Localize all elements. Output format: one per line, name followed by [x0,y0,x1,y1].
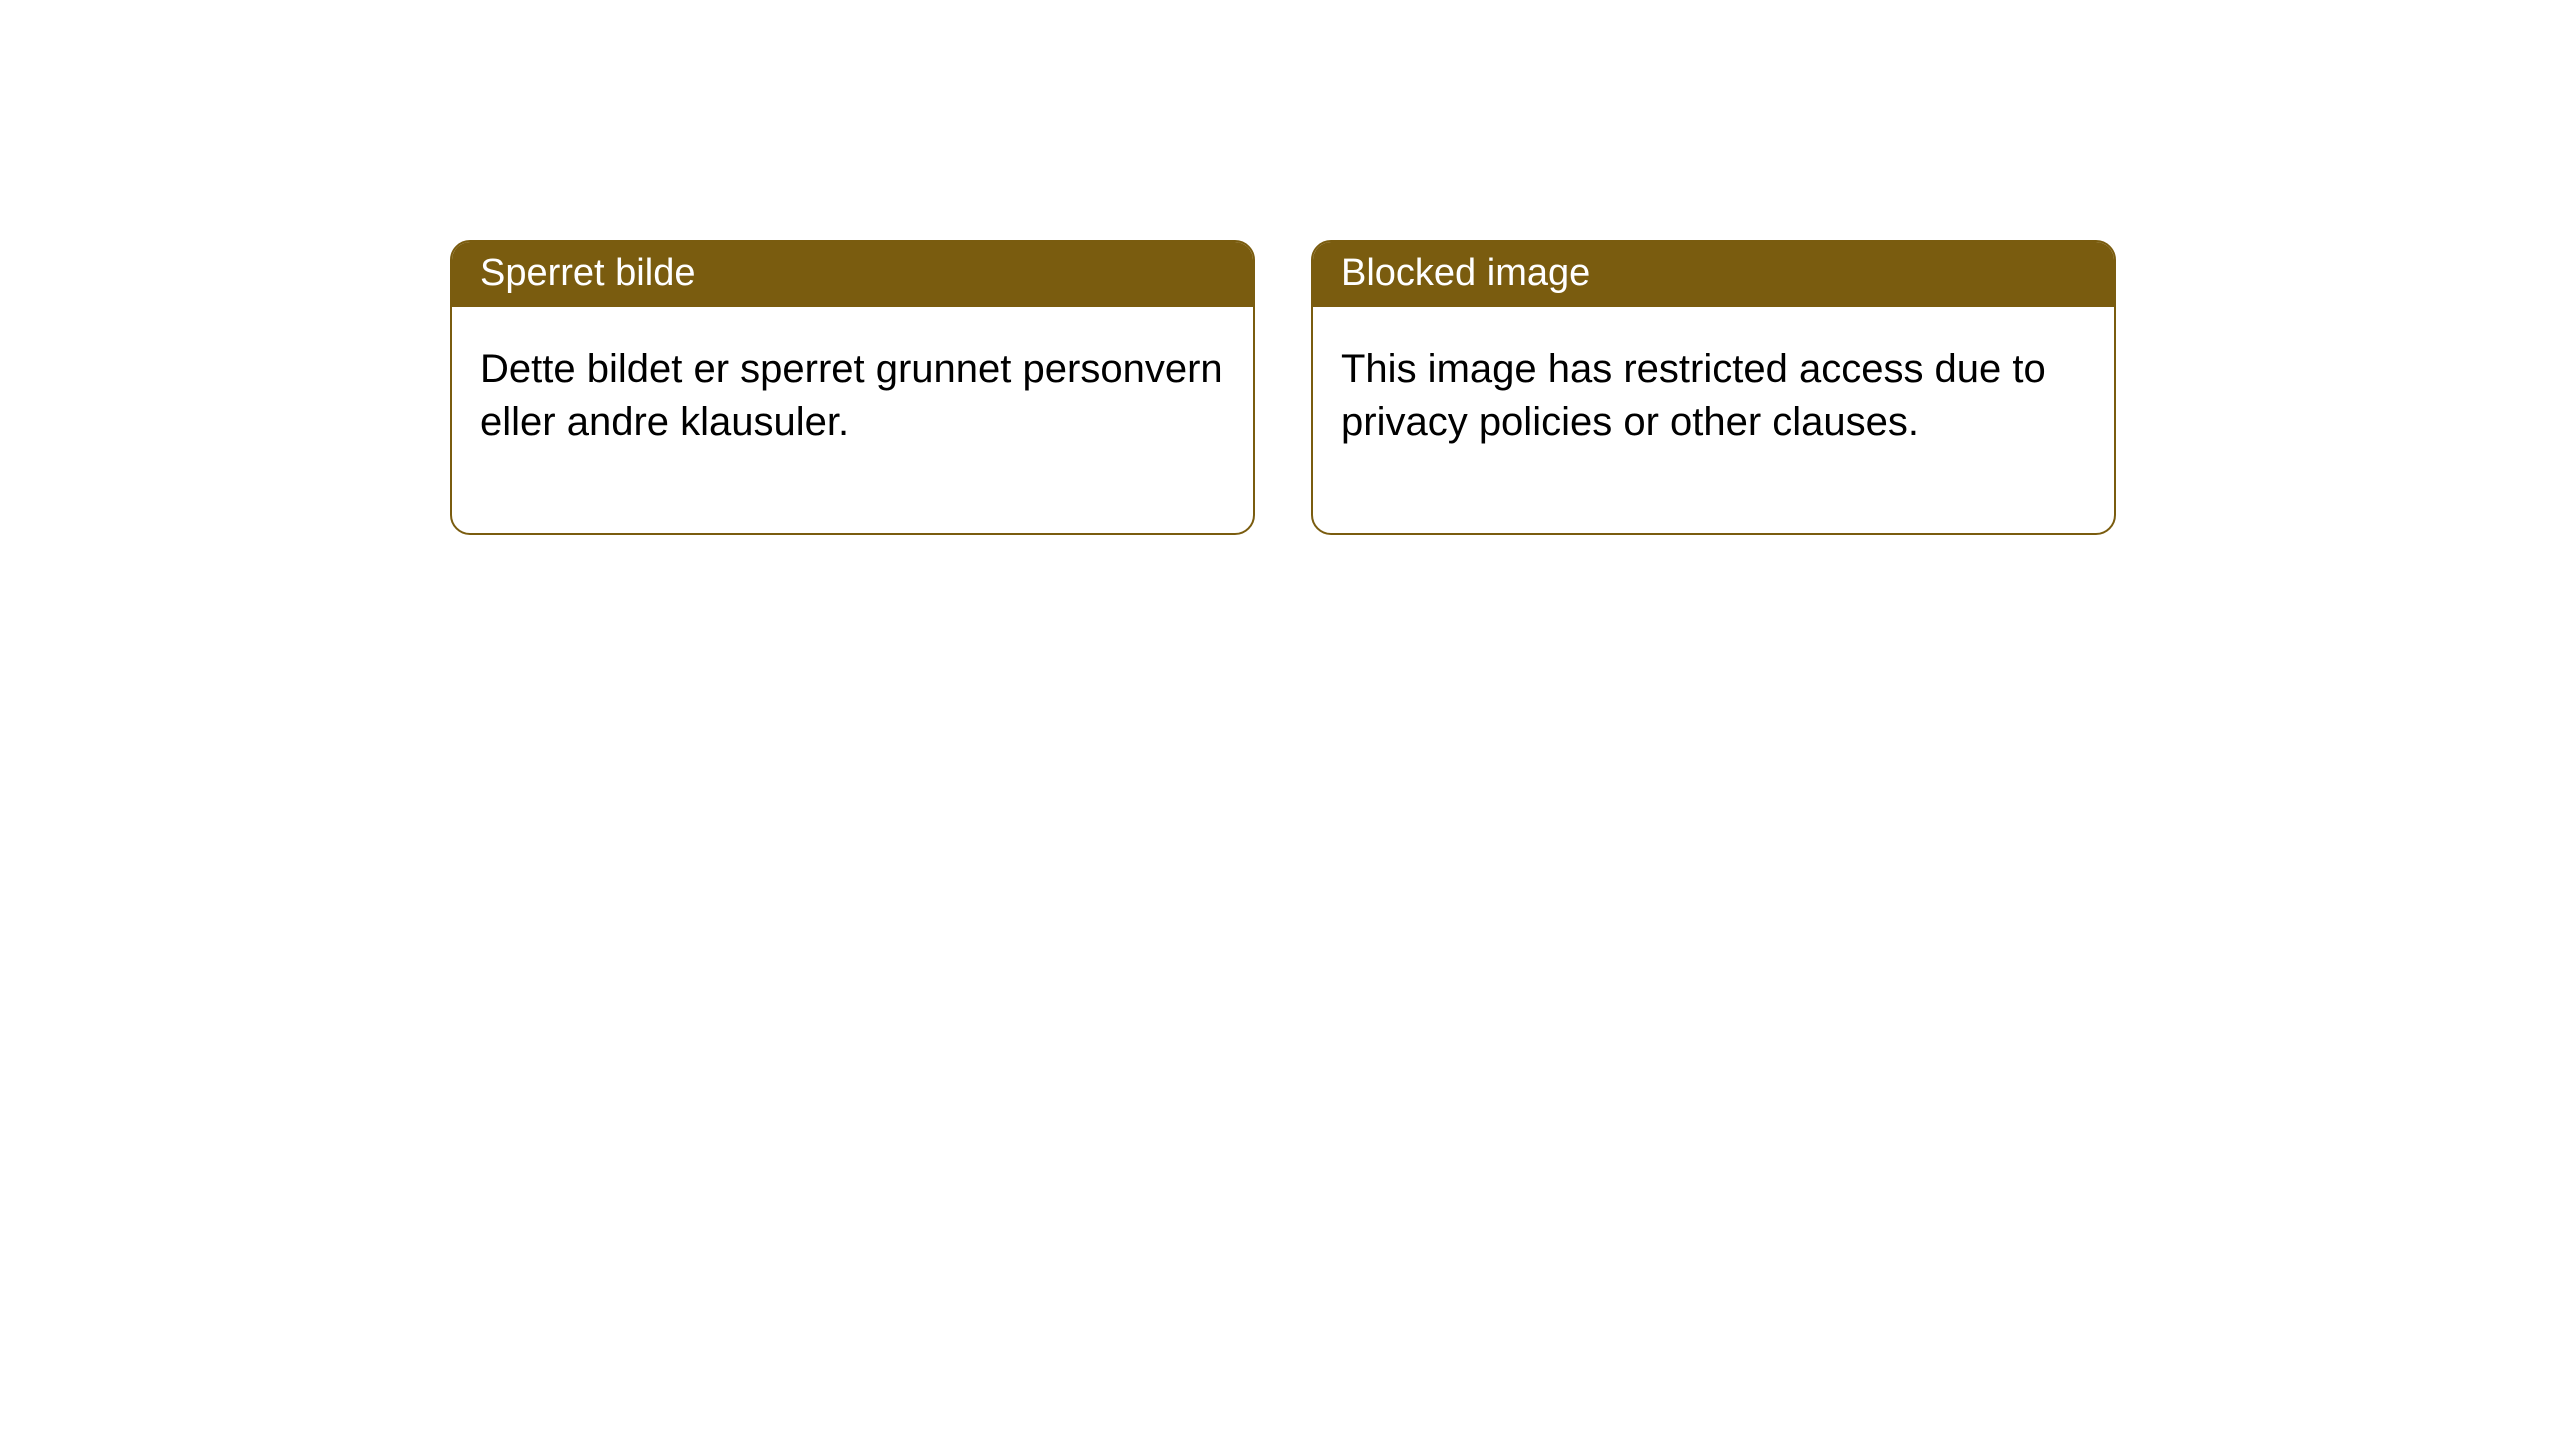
notice-card-body: Dette bildet er sperret grunnet personve… [452,307,1253,533]
notice-card-english: Blocked image This image has restricted … [1311,240,2116,535]
notice-container: Sperret bilde Dette bildet er sperret gr… [0,0,2560,535]
notice-card-body: This image has restricted access due to … [1313,307,2114,533]
notice-card-title: Blocked image [1313,242,2114,307]
notice-card-title: Sperret bilde [452,242,1253,307]
notice-card-norwegian: Sperret bilde Dette bildet er sperret gr… [450,240,1255,535]
